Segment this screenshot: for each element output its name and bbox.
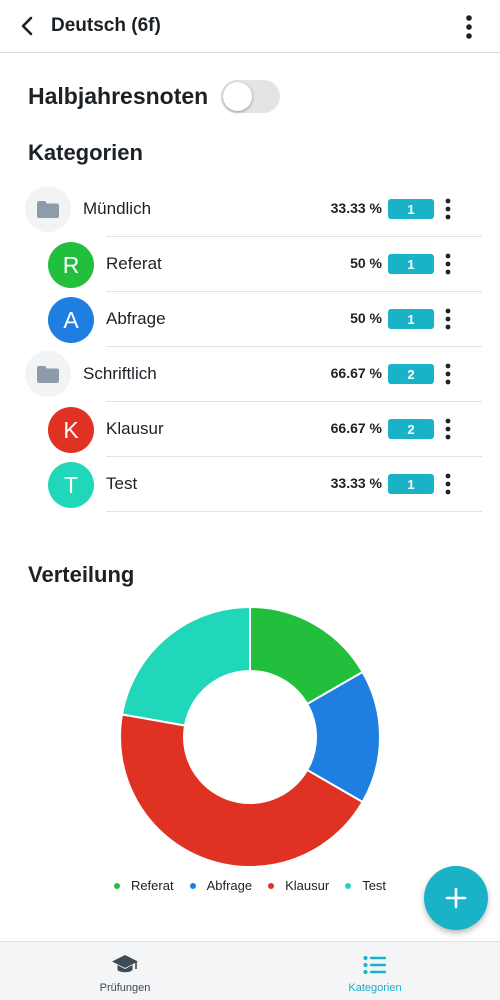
more-vertical-icon <box>445 253 451 275</box>
row-divider <box>106 346 482 347</box>
category-label: Referat <box>106 254 162 273</box>
legend-label: Referat <box>130 878 174 893</box>
category-count-badge: 1 <box>388 474 434 494</box>
category-item-row[interactable]: T Test 33.33 % 1 <box>0 457 500 512</box>
legend-label: Abfrage <box>206 878 253 893</box>
row-divider <box>106 511 482 512</box>
category-count-badge: 1 <box>388 309 434 329</box>
category-avatar: K <box>48 407 94 453</box>
category-group-row[interactable]: Mündlich 33.33 % 1 <box>0 182 500 237</box>
more-vertical-icon <box>445 418 451 440</box>
category-percent: 33.33 % <box>330 200 382 216</box>
back-button[interactable] <box>14 12 42 40</box>
category-avatar: T <box>48 462 94 508</box>
folder-icon <box>37 365 59 383</box>
category-count-badge: 1 <box>388 254 434 274</box>
category-group-row[interactable]: Schriftlich 66.67 % 2 <box>0 347 500 402</box>
category-avatar: A <box>48 297 94 343</box>
category-menu-button[interactable] <box>438 194 458 224</box>
nav-label-pruefungen: Prüfungen <box>99 982 151 994</box>
distribution-chart <box>115 602 385 872</box>
list-icon <box>363 956 386 974</box>
category-count-badge: 1 <box>388 199 434 219</box>
half-year-toggle[interactable] <box>221 80 280 113</box>
category-count-badge: 2 <box>388 419 434 439</box>
category-menu-button[interactable] <box>438 414 458 444</box>
category-item-row[interactable]: R Referat 50 % 1 <box>0 237 500 292</box>
category-percent: 66.67 % <box>330 365 382 381</box>
row-divider <box>106 401 482 402</box>
category-menu-button[interactable] <box>438 249 458 279</box>
category-percent: 50 % <box>350 255 382 271</box>
add-category-button[interactable] <box>424 866 488 930</box>
chart-legend: Referat Abfrage Klausur Test <box>0 878 500 893</box>
half-year-label: Halbjahresnoten <box>28 82 209 109</box>
category-item-row[interactable]: A Abfrage 50 % 1 <box>0 292 500 347</box>
nav-item-kategorien[interactable]: Kategorien <box>250 942 500 1000</box>
category-item-row[interactable]: K Klausur 66.67 % 2 <box>0 402 500 457</box>
legend-item-klausur[interactable]: Klausur <box>268 878 329 893</box>
more-vertical-icon <box>445 198 451 220</box>
bottom-navigation: Prüfungen Kategorien <box>0 941 500 1000</box>
legend-dot <box>189 882 196 889</box>
nav-label-kategorien: Kategorien <box>348 982 402 994</box>
folder-avatar <box>25 186 71 232</box>
folder-avatar <box>25 351 71 397</box>
half-year-row: Halbjahresnoten <box>28 80 280 113</box>
app-bar: Deutsch (6f) <box>0 0 500 53</box>
category-label: Klausur <box>106 419 164 438</box>
more-vertical-icon <box>445 473 451 495</box>
row-divider <box>106 291 482 292</box>
categories-title: Kategorien <box>28 140 143 165</box>
category-menu-button[interactable] <box>438 469 458 499</box>
legend-dot <box>113 882 120 889</box>
row-divider <box>106 236 482 237</box>
legend-item-referat[interactable]: Referat <box>113 878 174 893</box>
more-vertical-icon <box>445 308 451 330</box>
donut-slice-klausur[interactable] <box>119 713 364 868</box>
category-percent: 66.67 % <box>330 420 382 436</box>
toggle-knob <box>223 82 252 111</box>
legend-label: Klausur <box>285 878 330 893</box>
category-label: Abfrage <box>106 309 166 328</box>
donut-chart <box>119 605 381 868</box>
page-title: Deutsch (6f) <box>51 15 161 36</box>
category-count-badge: 2 <box>388 364 434 384</box>
category-label: Test <box>106 474 138 493</box>
category-percent: 33.33 % <box>330 475 382 491</box>
arrow-back-icon <box>21 16 33 36</box>
legend-item-abfrage[interactable]: Abfrage <box>189 878 253 893</box>
nav-item-pruefungen[interactable]: Prüfungen <box>0 942 250 1000</box>
distribution-title: Verteilung <box>28 562 135 587</box>
donut-slice-test[interactable] <box>120 605 251 727</box>
more-vertical-icon <box>445 363 451 385</box>
legend-dot <box>345 882 352 889</box>
plus-icon <box>445 887 467 909</box>
legend-dot <box>268 882 275 889</box>
category-menu-button[interactable] <box>438 304 458 334</box>
category-label: Mündlich <box>83 199 152 218</box>
category-label: Schriftlich <box>83 364 157 383</box>
more-options-button[interactable] <box>456 12 482 42</box>
category-menu-button[interactable] <box>438 359 458 389</box>
folder-icon <box>37 200 59 218</box>
more-vertical-icon <box>466 15 472 39</box>
legend-item-test[interactable]: Test <box>345 878 386 893</box>
row-divider <box>106 456 482 457</box>
graduation-cap-icon <box>112 955 138 973</box>
category-percent: 50 % <box>350 310 382 326</box>
legend-label: Test <box>362 878 387 893</box>
category-avatar: R <box>48 242 94 288</box>
